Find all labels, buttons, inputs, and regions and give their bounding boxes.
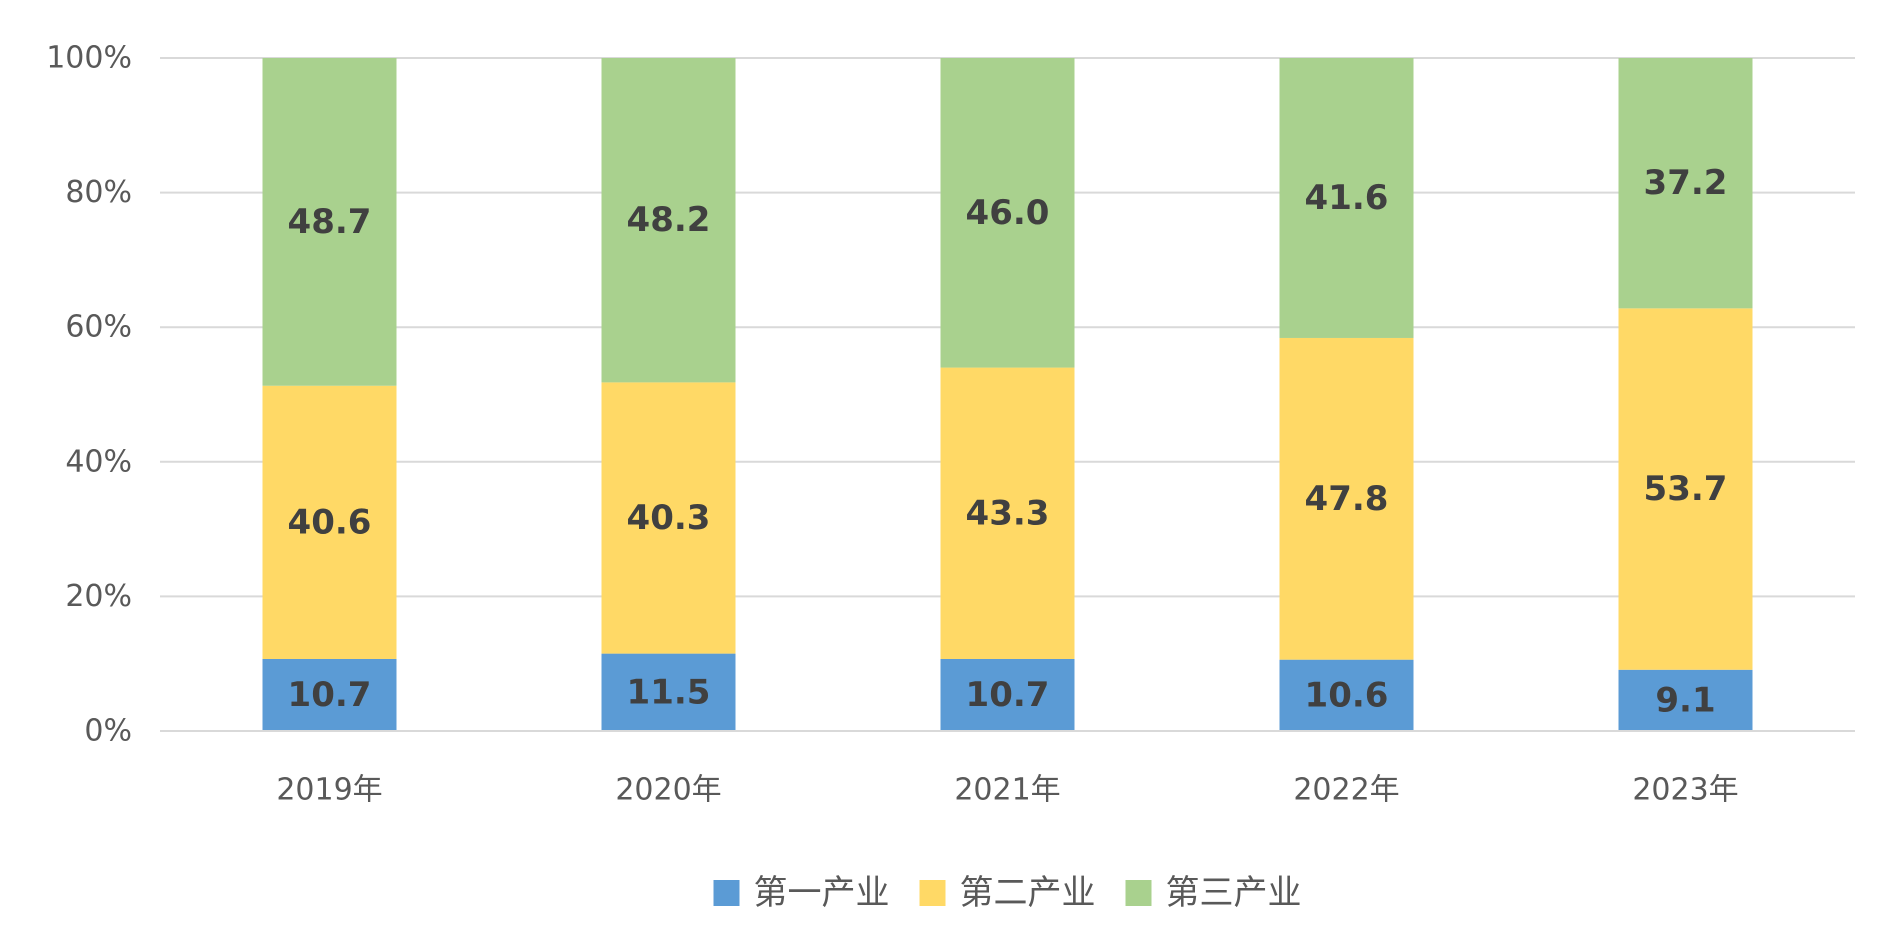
data-label: 43.3 — [966, 493, 1050, 533]
x-tick-label: 2023年 — [1632, 773, 1738, 808]
bar-segment — [940, 658, 1075, 731]
legend-label: 第二产业 — [960, 873, 1096, 913]
bars: 10.7 40.6 48.7 11.5 40.3 48.2 10.7 43.3 46.0 10.6… — [262, 58, 1753, 731]
y-tick-label: 60% — [65, 310, 132, 345]
data-label: 40.3 — [627, 498, 711, 538]
y-tick-label: 100% — [46, 41, 132, 76]
bar-segment — [1279, 337, 1414, 660]
bar-segment — [1618, 308, 1753, 670]
bar-segment — [601, 58, 736, 383]
bar-segment — [1618, 669, 1753, 731]
legend-swatch — [1125, 880, 1152, 906]
data-label: 48.2 — [627, 200, 711, 240]
bar-segment — [262, 658, 397, 731]
x-tick-label: 2020年 — [615, 773, 721, 808]
y-tick-label: 0% — [84, 714, 132, 749]
legend: 第一产业 第二产业 第三产业 — [713, 873, 1302, 913]
data-label: 11.5 — [627, 672, 711, 712]
bar-segment — [262, 385, 397, 659]
data-label: 41.6 — [1305, 178, 1389, 218]
y-tick-label: 20% — [65, 579, 132, 614]
x-tick-label: 2019年 — [276, 773, 382, 808]
data-label: 37.2 — [1644, 163, 1728, 203]
legend-swatch — [919, 880, 946, 906]
data-label: 47.8 — [1305, 479, 1389, 519]
data-label: 10.6 — [1305, 675, 1389, 715]
bar-segment — [940, 58, 1075, 368]
y-axis: 0% 20% 40% 60% 80% 100% — [46, 41, 132, 749]
legend-label: 第三产业 — [1166, 873, 1302, 913]
bar-segment — [940, 367, 1075, 659]
bar-segment — [1279, 659, 1414, 731]
bar-segment — [262, 58, 397, 386]
bar-segment — [601, 382, 736, 654]
data-label: 9.1 — [1655, 680, 1715, 720]
x-tick-label: 2021年 — [954, 773, 1060, 808]
data-label: 46.0 — [966, 193, 1050, 233]
data-label: 53.7 — [1644, 469, 1728, 509]
bar-segment — [601, 653, 736, 731]
y-tick-label: 40% — [65, 444, 132, 479]
x-axis: 2019年 2020年 2021年 2022年 2023年 — [160, 730, 1855, 808]
bar-segment — [1618, 58, 1753, 309]
y-tick-label: 80% — [65, 175, 132, 210]
data-label: 10.7 — [966, 675, 1050, 715]
data-label: 40.6 — [288, 502, 372, 542]
legend-label: 第一产业 — [754, 873, 890, 913]
data-label: 48.7 — [288, 202, 372, 242]
legend-swatch — [713, 880, 740, 906]
data-label: 10.7 — [288, 675, 372, 715]
bar-segment — [1279, 58, 1414, 338]
x-tick-label: 2022年 — [1293, 773, 1399, 808]
